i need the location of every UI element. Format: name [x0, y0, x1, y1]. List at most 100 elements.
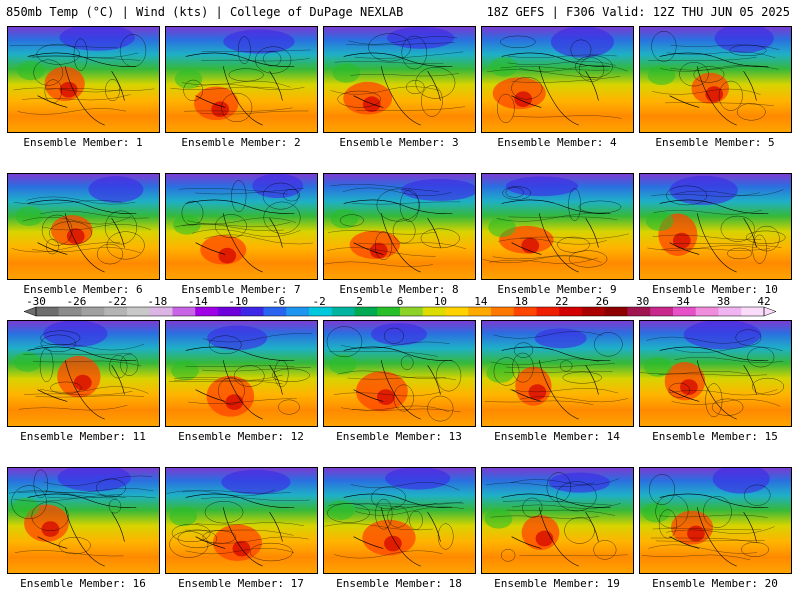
ensemble-member-label: Ensemble Member: 17 — [178, 577, 304, 590]
ensemble-member-label: Ensemble Member: 14 — [494, 430, 620, 443]
ensemble-member-map[interactable] — [7, 320, 160, 427]
color-scale-swatch — [104, 307, 128, 316]
color-scale: -30 -26 -22 -18 -14 -10 -6 -2 2 6 10 14 18 22 26 30 34 38… — [0, 295, 800, 319]
scale-tick-label: -14 — [188, 295, 208, 308]
temperature-map — [482, 468, 633, 573]
color-scale-swatch — [331, 307, 355, 316]
color-scale-swatch — [263, 307, 287, 316]
color-scale-swatch — [58, 307, 82, 316]
ensemble-member-map[interactable] — [323, 320, 476, 427]
ensemble-member-map[interactable] — [481, 320, 634, 427]
temperature-map — [482, 174, 633, 279]
color-scale-swatch — [81, 307, 105, 316]
temperature-map — [640, 174, 791, 279]
ensemble-member-label: Ensemble Member: 5 — [655, 136, 775, 149]
scale-tick-label: -6 — [272, 295, 285, 308]
scale-tick-label: -22 — [107, 295, 127, 308]
ensemble-member-label: Ensemble Member: 9 — [497, 283, 617, 296]
scale-tick-label: -30 — [26, 295, 46, 308]
ensemble-member-label: Ensemble Member: 18 — [336, 577, 462, 590]
ensemble-member-label: Ensemble Member: 15 — [652, 430, 778, 443]
ensemble-member-map[interactable] — [639, 26, 792, 133]
ensemble-member-map[interactable] — [165, 173, 318, 280]
ensemble-member-map[interactable] — [481, 26, 634, 133]
ensemble-member-map[interactable] — [639, 467, 792, 574]
ensemble-member-map[interactable] — [639, 320, 792, 427]
temperature-map — [640, 468, 791, 573]
color-scale-swatch — [468, 307, 492, 316]
scale-tick-label: -18 — [147, 295, 167, 308]
ensemble-member-label: Ensemble Member: 1 — [23, 136, 143, 149]
color-scale-swatch — [36, 307, 60, 316]
color-scale-swatch — [650, 307, 674, 316]
color-scale-swatch — [673, 307, 697, 316]
ensemble-member-label: Ensemble Member: 4 — [497, 136, 617, 149]
scale-tick-label: 38 — [717, 295, 730, 308]
ensemble-member-label: Ensemble Member: 12 — [178, 430, 304, 443]
ensemble-member-map[interactable] — [165, 467, 318, 574]
temperature-map — [324, 321, 475, 426]
color-scale-border — [35, 306, 765, 317]
temperature-map — [166, 321, 317, 426]
color-scale-swatch — [741, 307, 765, 316]
ensemble-member-map[interactable] — [481, 467, 634, 574]
ensemble-member-map[interactable] — [165, 320, 318, 427]
color-scale-swatch — [513, 307, 537, 316]
header-bar: 850mb Temp (°C) | Wind (kts) | College o… — [0, 0, 800, 24]
ensemble-member-label: Ensemble Member: 16 — [20, 577, 146, 590]
temperature-map — [482, 27, 633, 132]
color-scale-swatch — [718, 307, 742, 316]
color-scale-swatch — [400, 307, 424, 316]
scale-tick-label: 14 — [474, 295, 488, 308]
color-scale-swatch — [422, 307, 446, 316]
scale-tick-label: 26 — [596, 295, 609, 308]
temperature-map — [482, 321, 633, 426]
ensemble-member-label: Ensemble Member: 10 — [652, 283, 778, 296]
color-scale-swatch — [377, 307, 401, 316]
run-info: 18Z GEFS | F306 Valid: 12Z THU JUN 05 20… — [486, 5, 790, 19]
temperature-map — [8, 321, 159, 426]
ensemble-member-label: Ensemble Member: 13 — [336, 430, 462, 443]
temperature-map — [166, 468, 317, 573]
color-scale-swatch — [536, 307, 560, 316]
color-scale-swatch — [286, 307, 310, 316]
scale-tick-label: 2 — [356, 295, 363, 308]
color-scale-swatch — [172, 307, 196, 316]
color-scale-swatch — [582, 307, 606, 316]
ensemble-member-map[interactable] — [7, 173, 160, 280]
scale-tick-label: 18 — [515, 295, 528, 308]
scale-arrow-right — [763, 306, 777, 317]
scale-tick-label: 22 — [555, 295, 568, 308]
ensemble-member-map[interactable] — [323, 26, 476, 133]
ensemble-member-map[interactable] — [165, 26, 318, 133]
temperature-map — [324, 468, 475, 573]
temperature-map — [166, 27, 317, 132]
ensemble-member-label: Ensemble Member: 7 — [181, 283, 301, 296]
ensemble-member-label: Ensemble Member: 6 — [23, 283, 143, 296]
color-scale-bar: -30 -26 -22 -18 -14 -10 -6 -2 2 6 10 14 18 22 26 30 34 38… — [23, 295, 777, 317]
ensemble-member-map[interactable] — [639, 173, 792, 280]
temperature-map — [8, 27, 159, 132]
scale-tick-label: 42 — [757, 295, 770, 308]
ensemble-member-label: Ensemble Member: 3 — [339, 136, 459, 149]
ensemble-member-map[interactable] — [323, 173, 476, 280]
color-scale-swatch — [491, 307, 515, 316]
scale-tick-label: 34 — [676, 295, 690, 308]
scale-tick-label: 6 — [397, 295, 404, 308]
scale-arrow-left — [23, 306, 37, 317]
scale-tick-label: -10 — [228, 295, 248, 308]
color-scale-swatch — [240, 307, 264, 316]
ensemble-member-label: Ensemble Member: 19 — [494, 577, 620, 590]
ensemble-member-label: Ensemble Member: 20 — [652, 577, 778, 590]
ensemble-member-map[interactable] — [481, 173, 634, 280]
color-scale-swatch — [149, 307, 173, 316]
product-title: 850mb Temp (°C) | Wind (kts) | College o… — [6, 5, 404, 19]
ensemble-member-map[interactable] — [7, 26, 160, 133]
color-scale-swatch — [695, 307, 719, 316]
temperature-map — [8, 174, 159, 279]
color-scale-swatch — [354, 307, 378, 316]
temperature-map — [166, 174, 317, 279]
temperature-map — [640, 27, 791, 132]
ensemble-member-map[interactable] — [7, 467, 160, 574]
ensemble-member-map[interactable] — [323, 467, 476, 574]
